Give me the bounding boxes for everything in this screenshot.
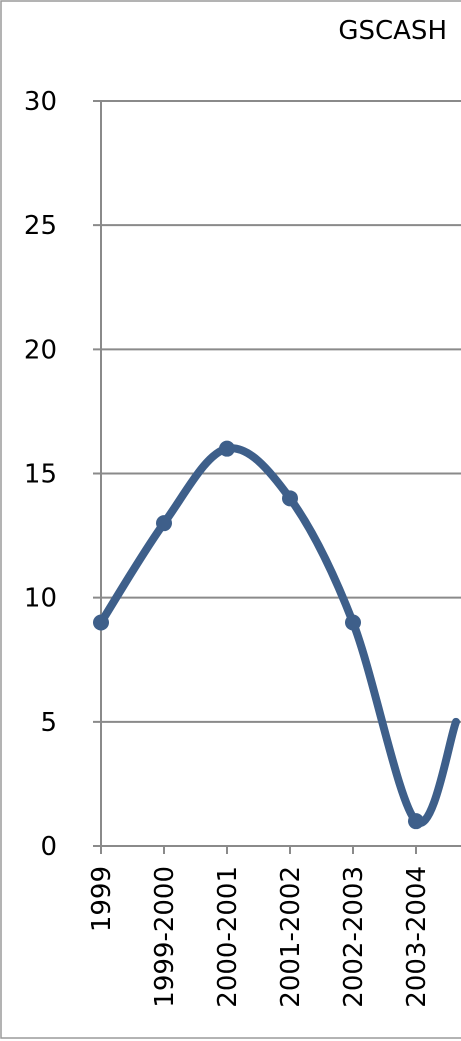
data-point-2002-2003 (345, 614, 361, 631)
grid-lines (93, 100, 461, 723)
y-tick-label: 15 (24, 460, 57, 490)
x-tick-label: 2002-2003 (339, 866, 369, 1008)
x-tick-label: 2003-2004 (402, 866, 432, 1008)
axes (93, 101, 461, 847)
data-point-2000-2001 (219, 440, 235, 457)
x-axis-ticks: 1999 1999-2000 2000-2001 2001-2002 2002-2003… (87, 846, 432, 1008)
y-tick-label: 10 (24, 584, 57, 614)
chart-title: GSCASH (338, 16, 447, 46)
y-tick-label: 30 (24, 87, 57, 117)
series-line (97, 444, 460, 828)
data-point-2001-2002 (282, 490, 298, 507)
x-tick-label: 1999-2000 (150, 866, 180, 1008)
x-tick-label: 2000-2001 (213, 866, 243, 1008)
y-tick-label: 5 (40, 708, 57, 738)
y-axis-ticks: 0 5 10 15 20 25 30 (24, 87, 57, 862)
data-point-1999 (93, 614, 109, 631)
y-tick-label: 20 (24, 335, 57, 365)
x-tick-label: 2001-2002 (276, 866, 306, 1008)
series-layer (93, 440, 460, 830)
data-point-2003-2004 (408, 813, 424, 830)
y-tick-label: 0 (40, 832, 57, 862)
x-tick-label: 1999 (87, 866, 117, 932)
y-tick-label: 25 (24, 211, 57, 241)
data-point-1999-2000 (156, 515, 172, 532)
